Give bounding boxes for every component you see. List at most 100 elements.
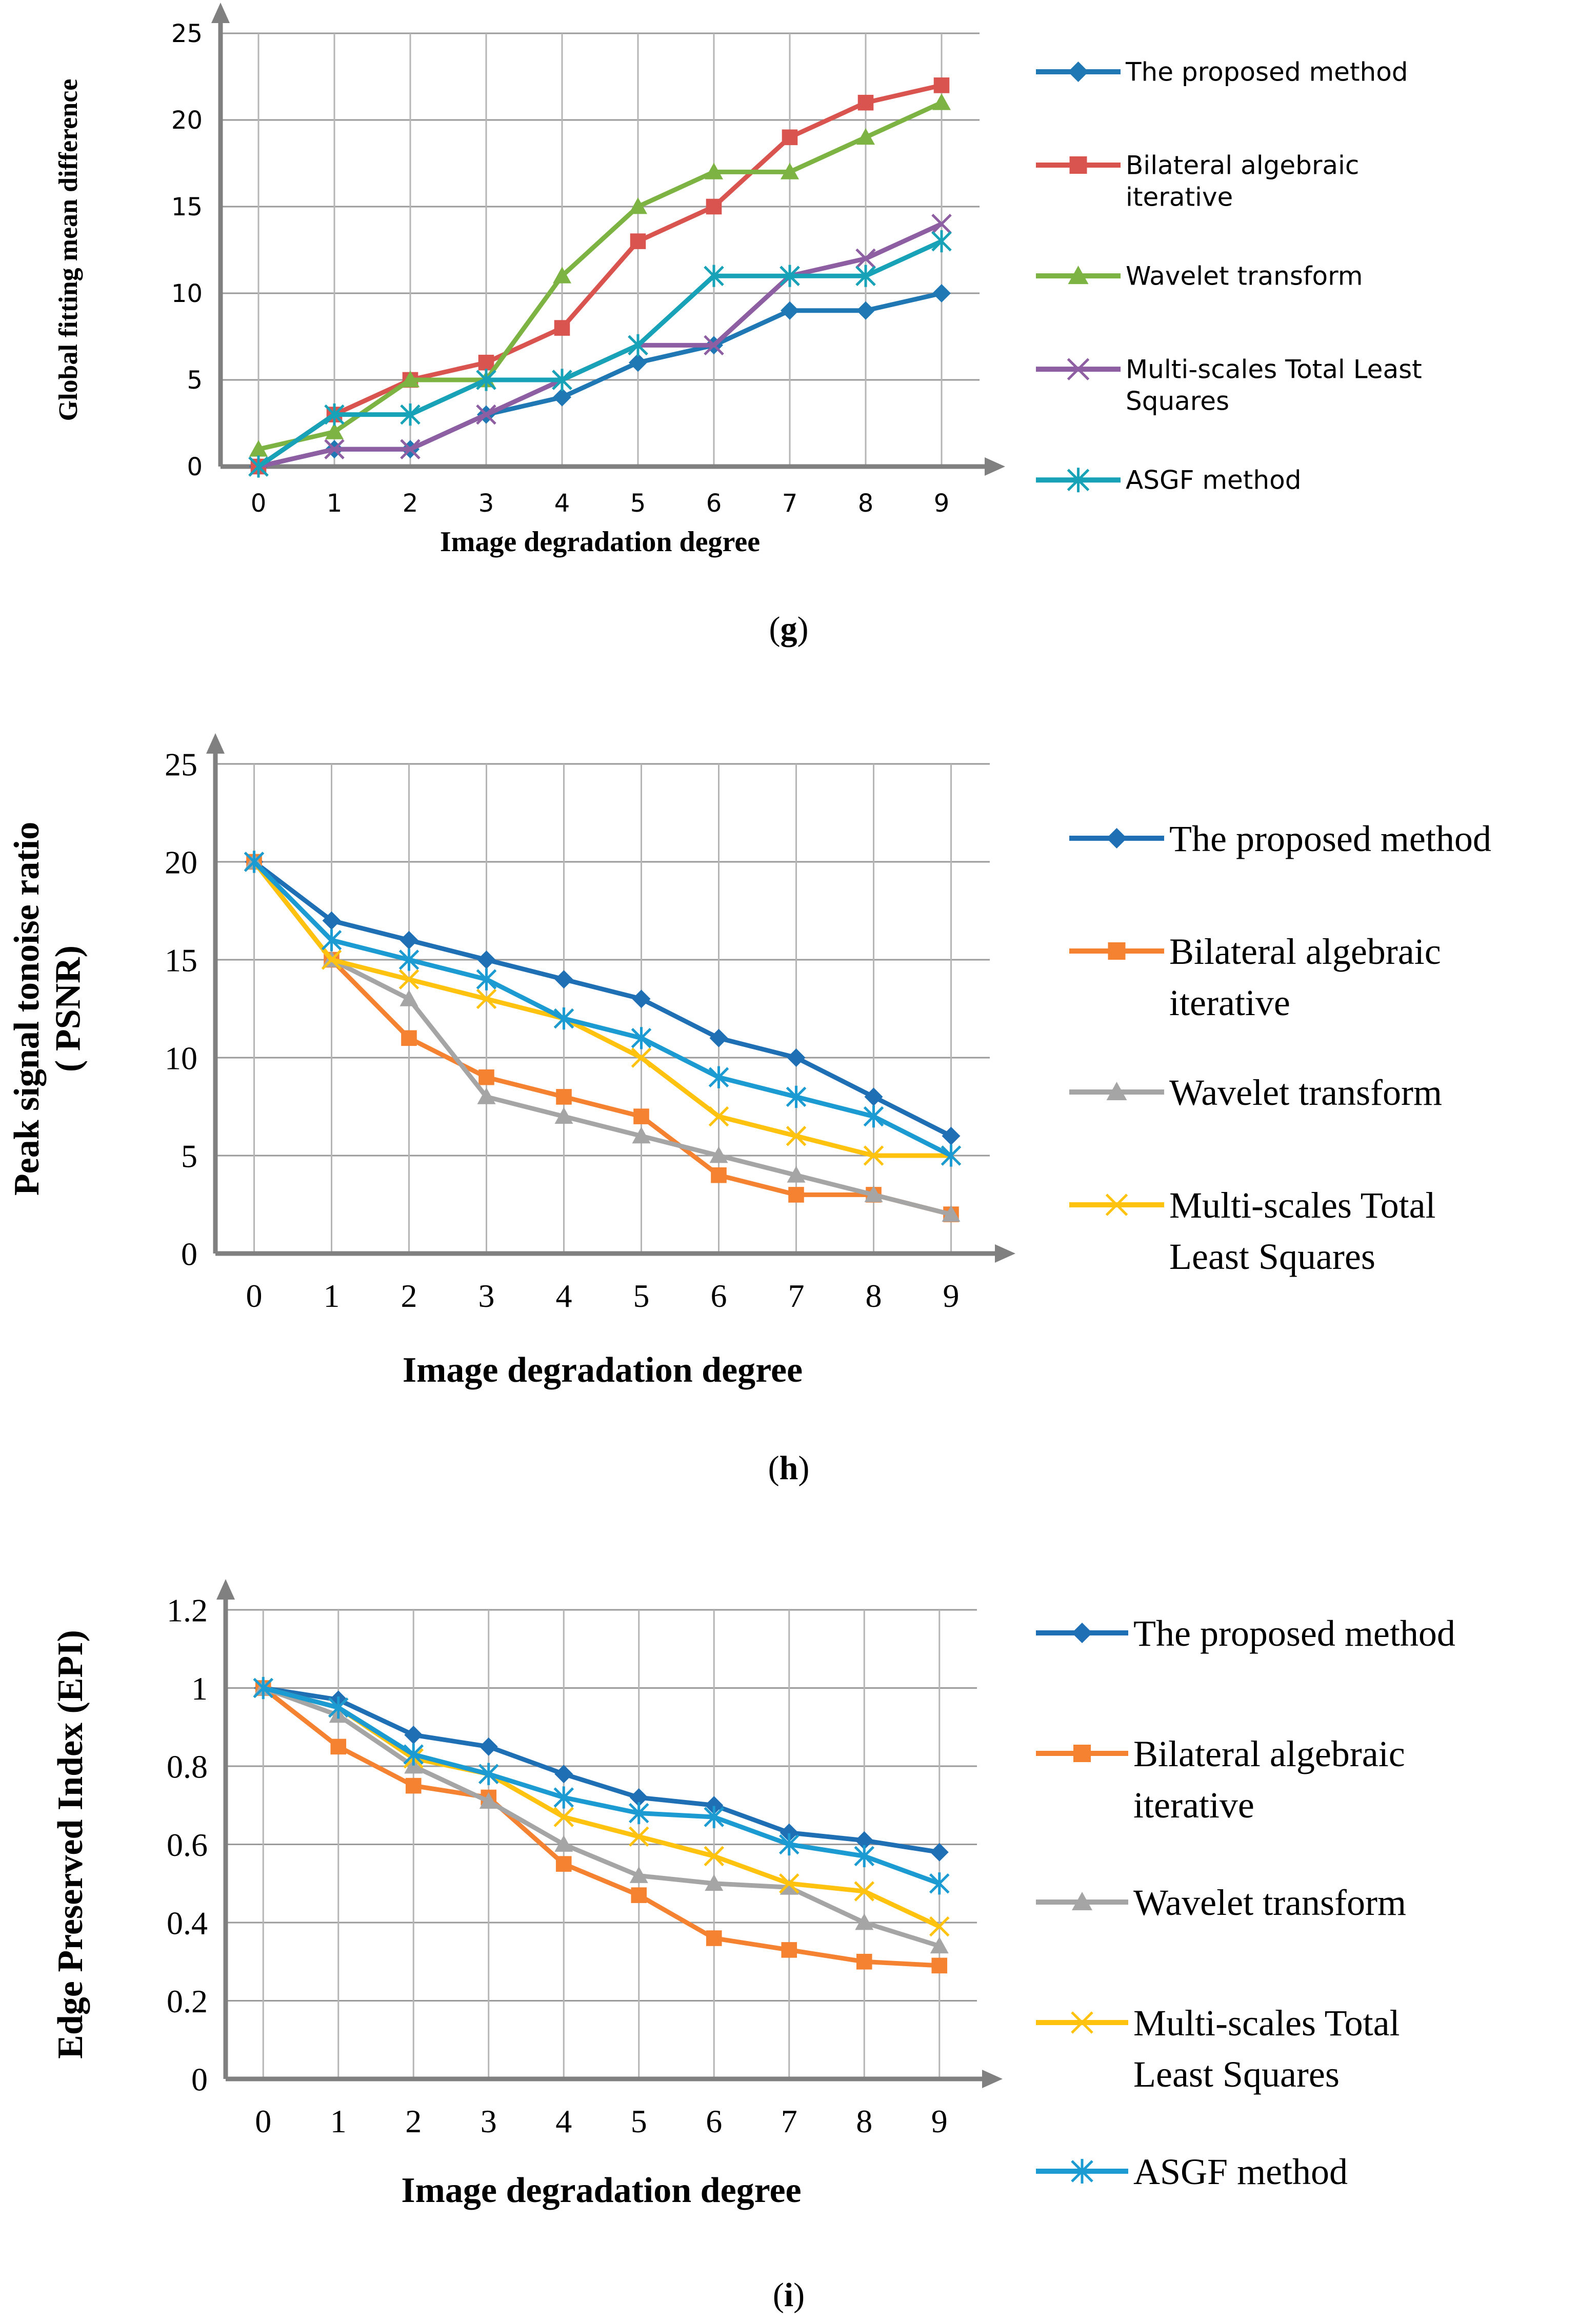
data-point bbox=[321, 949, 342, 970]
x-tick-label: 7 bbox=[781, 2103, 797, 2139]
data-point bbox=[781, 1942, 797, 1958]
data-point bbox=[930, 1936, 949, 1954]
legend-item-asgf-method: ASGF method bbox=[1036, 466, 1301, 495]
legend-marker bbox=[1069, 156, 1087, 174]
legend-label: ASGF method bbox=[1133, 2151, 1348, 2192]
series-asgf-method bbox=[253, 1676, 950, 1895]
x-tick-label: 3 bbox=[481, 2103, 497, 2139]
y-tick-label: 20 bbox=[171, 106, 203, 135]
data-point bbox=[325, 422, 344, 439]
data-point bbox=[554, 1107, 573, 1124]
y-tick-label: 0 bbox=[191, 2061, 208, 2097]
x-tick-label: 5 bbox=[630, 489, 646, 518]
x-tick-label: 4 bbox=[554, 489, 570, 518]
x-tick-label: 2 bbox=[401, 1278, 417, 1314]
y-tick-label: 0.6 bbox=[167, 1827, 208, 1863]
series-line bbox=[257, 100, 943, 452]
y-axis-arrow bbox=[206, 733, 225, 754]
legend-marker bbox=[1073, 1745, 1091, 1762]
data-point bbox=[554, 320, 570, 336]
data-point bbox=[855, 1913, 874, 1930]
data-point bbox=[630, 233, 646, 249]
data-point bbox=[929, 1916, 950, 1937]
legend-marker bbox=[1071, 2011, 1093, 2034]
data-point bbox=[856, 128, 875, 145]
x-tick-label: 3 bbox=[478, 1278, 495, 1314]
data-point bbox=[854, 1845, 875, 1867]
data-point bbox=[321, 929, 342, 952]
data-point bbox=[629, 1866, 648, 1883]
legend-label: Multi-scales Total Least Squares bbox=[1133, 2003, 1400, 2095]
data-point bbox=[786, 1085, 807, 1108]
legend-item-the-proposed-method: The proposed method bbox=[1036, 1613, 1455, 1654]
y-tick-label: 5 bbox=[181, 1138, 197, 1174]
y-tick-label: 1.2 bbox=[167, 1592, 208, 1628]
x-axis-arrow bbox=[995, 1244, 1015, 1263]
y-tick-label: 1 bbox=[191, 1670, 208, 1707]
y-tick-label: 25 bbox=[165, 746, 197, 782]
y-axis-arrow bbox=[216, 1579, 235, 1600]
series-line bbox=[252, 860, 952, 1138]
data-point bbox=[708, 1106, 729, 1127]
x-tick-label: 5 bbox=[633, 1278, 650, 1314]
data-point bbox=[931, 214, 952, 234]
y-tick-label: 0 bbox=[181, 1236, 197, 1272]
x-tick-label: 0 bbox=[251, 489, 267, 518]
data-point bbox=[633, 1108, 649, 1124]
data-point bbox=[328, 1696, 349, 1719]
legend-marker bbox=[1072, 1892, 1092, 1910]
legend-marker bbox=[1071, 2159, 1093, 2184]
data-point bbox=[404, 1726, 423, 1744]
data-point bbox=[778, 1833, 800, 1856]
y-axis-arrow bbox=[211, 3, 230, 23]
data-point bbox=[933, 77, 950, 93]
series-line bbox=[263, 1686, 940, 1855]
data-point bbox=[476, 988, 497, 1009]
data-point bbox=[705, 1796, 724, 1815]
series-line bbox=[262, 1686, 941, 1949]
data-point bbox=[631, 1887, 647, 1903]
data-point bbox=[709, 1028, 728, 1047]
legend-item-wavelet-transform: Wavelet transform bbox=[1036, 1882, 1406, 1923]
caption-g: (g) bbox=[769, 610, 809, 648]
legend-label: The proposed method bbox=[1169, 818, 1491, 859]
x-tick-label: 0 bbox=[246, 1278, 263, 1314]
x-tick-label: 2 bbox=[405, 2103, 422, 2139]
x-tick-label: 9 bbox=[931, 2103, 948, 2139]
legend-label: Bilateral algebraic iterative bbox=[1126, 151, 1359, 212]
series-line bbox=[252, 860, 952, 1217]
legend-marker bbox=[1067, 468, 1090, 493]
y-tick-label: 0.2 bbox=[167, 1983, 208, 2019]
x-tick-label: 4 bbox=[556, 1278, 572, 1314]
data-point bbox=[706, 198, 722, 215]
x-tick-label: 8 bbox=[858, 489, 874, 518]
series-asgf-method bbox=[248, 230, 952, 478]
data-point bbox=[553, 1807, 574, 1827]
data-point bbox=[476, 968, 497, 991]
data-point bbox=[478, 1069, 494, 1085]
legend-item-bilateral-algebraic-iterative: Bilateral algebraic iterative bbox=[1036, 151, 1359, 212]
x-axis-title: Image degradation degree bbox=[440, 526, 760, 558]
x-tick-label: 7 bbox=[788, 1278, 805, 1314]
data-point bbox=[553, 267, 571, 284]
legend-item-asgf-method: ASGF method bbox=[1036, 2151, 1348, 2192]
series-line bbox=[257, 239, 943, 469]
data-point bbox=[708, 1066, 729, 1088]
data-point bbox=[477, 951, 496, 969]
y-axis-title-line: ( PSNR) bbox=[49, 945, 88, 1072]
x-tick-label: 6 bbox=[706, 2103, 722, 2139]
x-tick-label: 3 bbox=[478, 489, 494, 518]
data-point bbox=[864, 1185, 883, 1202]
series-line bbox=[263, 1686, 941, 1886]
y-tick-label: 20 bbox=[165, 844, 197, 880]
data-point bbox=[778, 1873, 800, 1894]
data-point bbox=[248, 455, 269, 478]
legend-g: The proposed method Bilateral algebraic it… bbox=[1036, 57, 1422, 495]
y-tick-label: 15 bbox=[171, 193, 203, 221]
data-point bbox=[704, 1806, 725, 1828]
legend-label: Wavelet transform bbox=[1126, 261, 1363, 291]
x-tick-label: 1 bbox=[324, 1278, 340, 1314]
data-point bbox=[400, 403, 421, 426]
legend-label: Multi-scales Total Least Squares bbox=[1126, 355, 1422, 416]
legend-item-wavelet-transform: Wavelet transform bbox=[1036, 261, 1363, 291]
